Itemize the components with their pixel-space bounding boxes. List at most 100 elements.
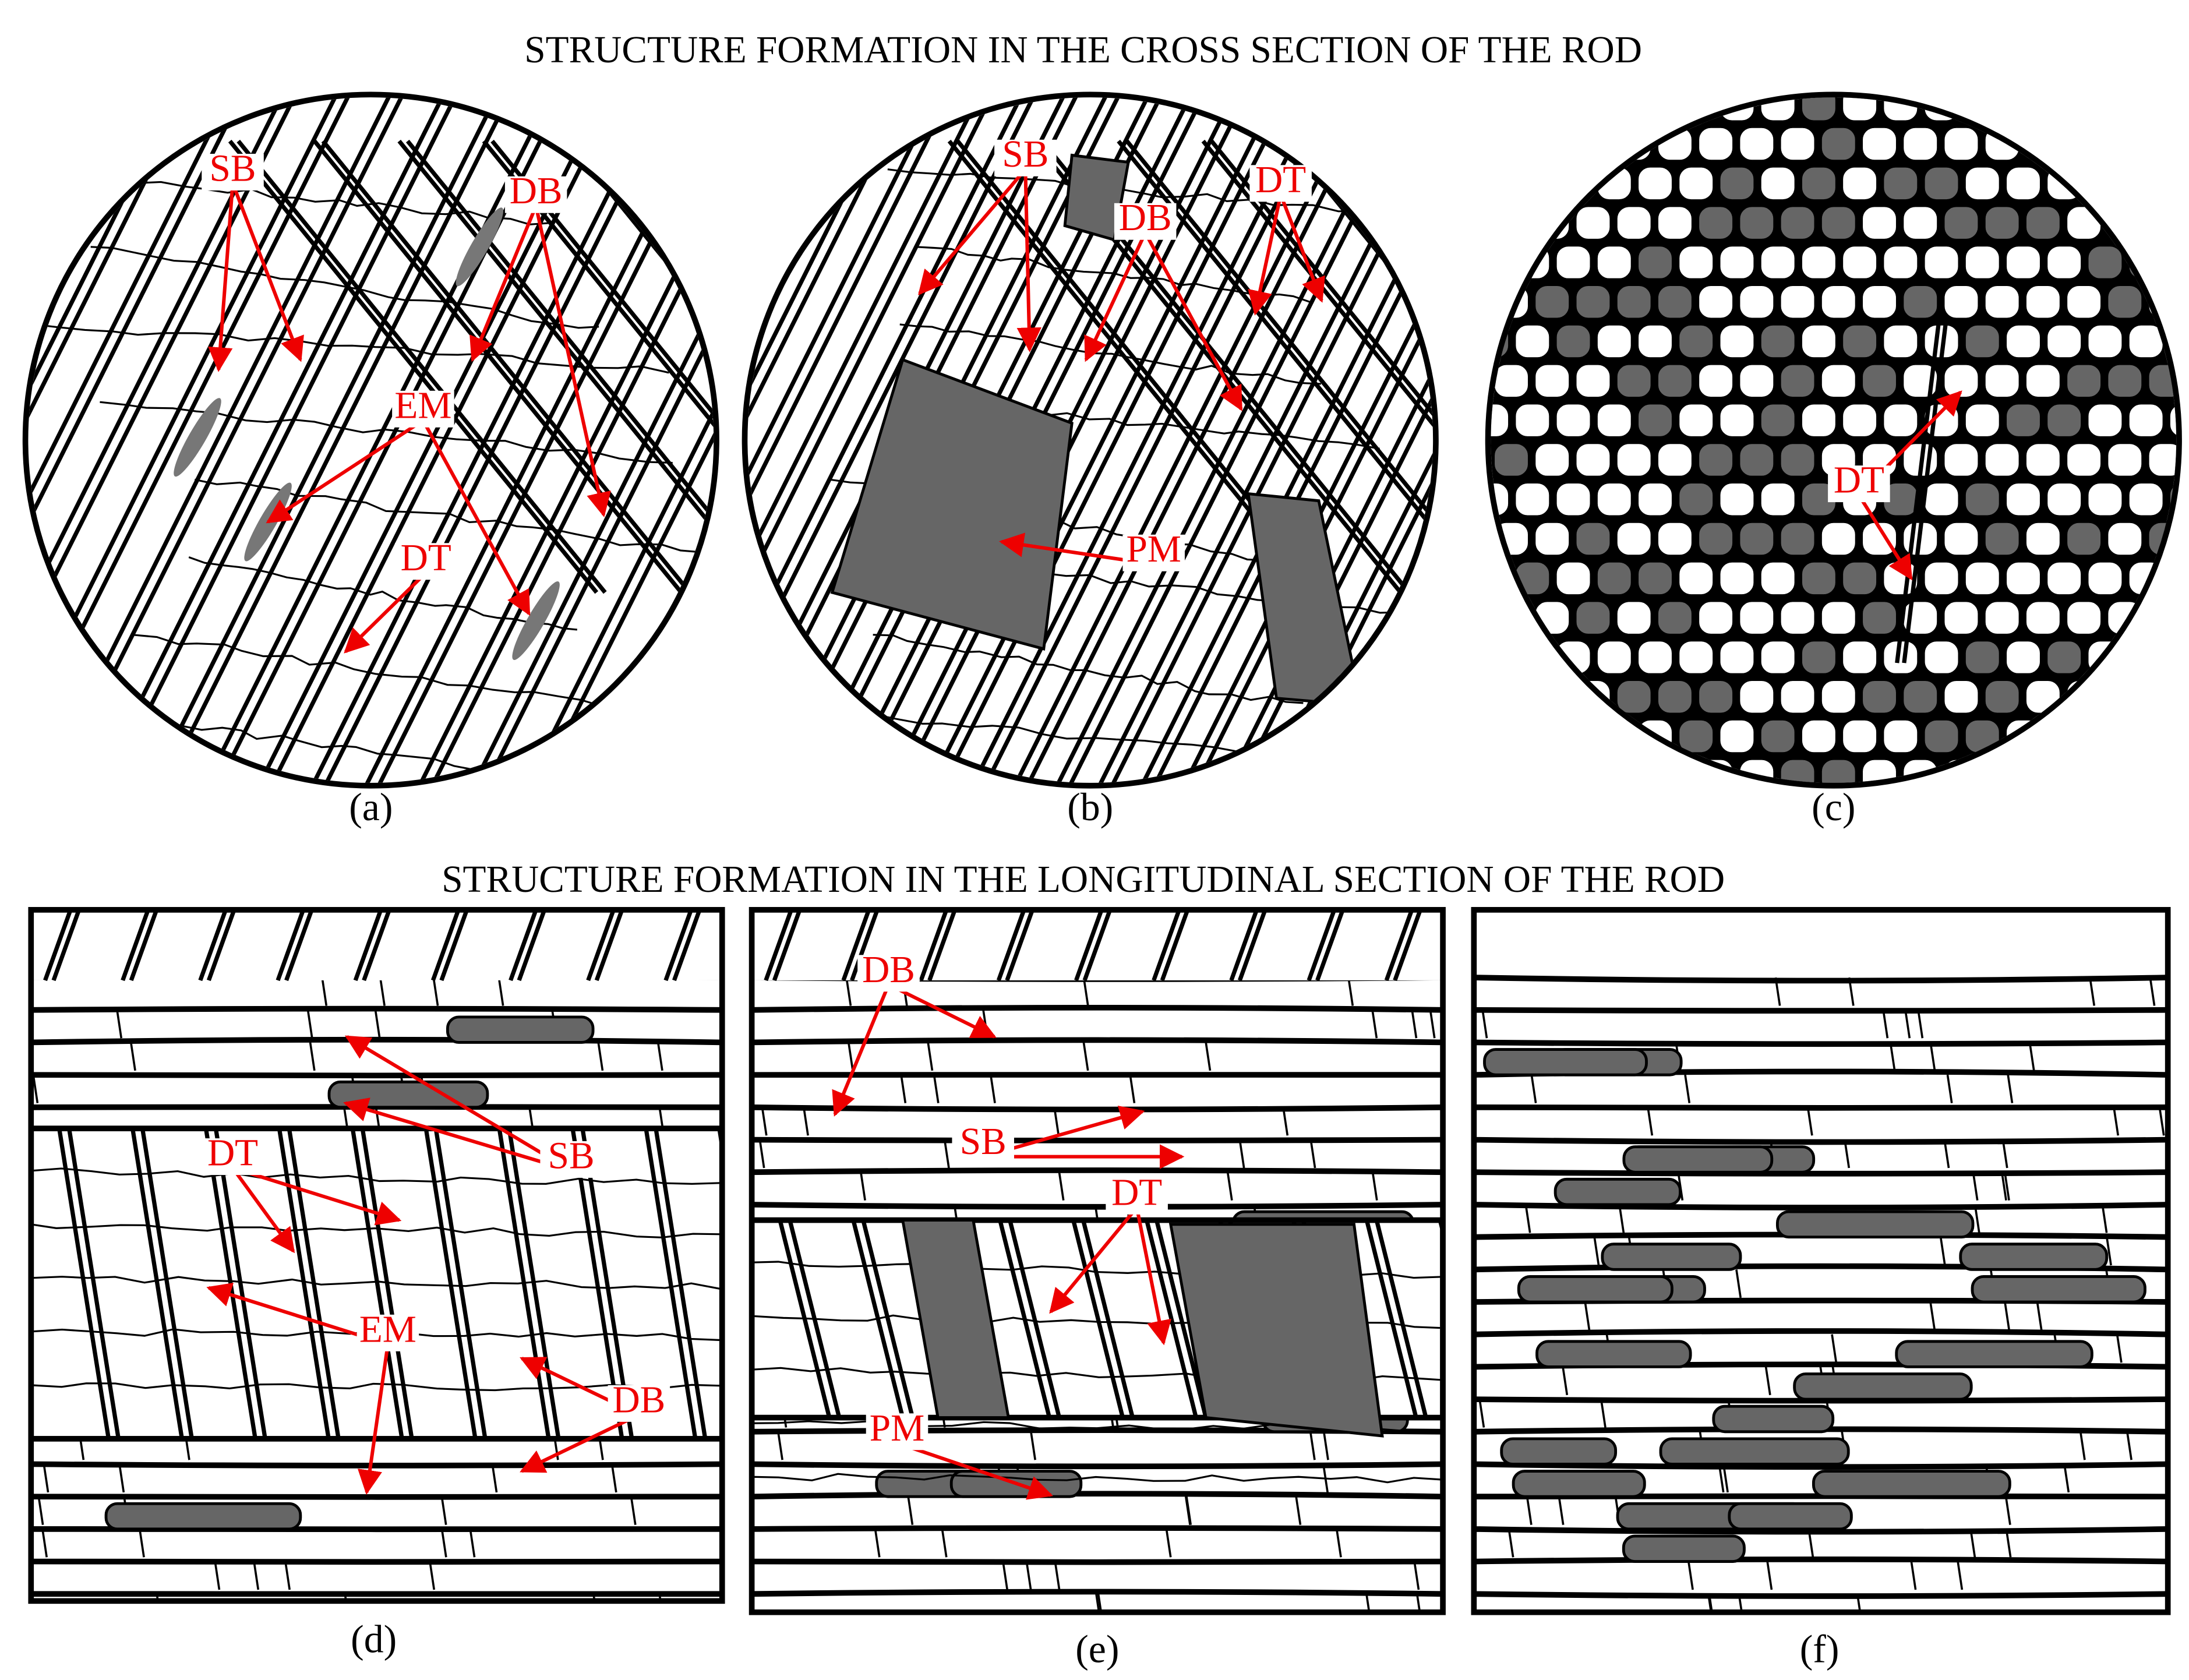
feature-label: DB — [612, 1379, 665, 1421]
twin-line — [586, 909, 616, 982]
grain-boundary — [630, 1496, 637, 1525]
grain-boundary — [1722, 1464, 1729, 1493]
grain-boundary — [1053, 1107, 1060, 1136]
twin-line — [314, 97, 685, 783]
twin-line — [57, 1128, 111, 1439]
pointer-arrow — [421, 419, 531, 616]
grain — [1697, 442, 1735, 478]
grain-boundary — [2005, 1529, 2012, 1558]
grain — [1636, 560, 1674, 597]
grain-boundary — [874, 1529, 881, 1558]
grain — [1718, 560, 1756, 597]
feature-label: EM — [394, 384, 451, 426]
twin-line — [213, 1128, 267, 1439]
label-bg — [356, 1314, 419, 1351]
grain-boundary — [2063, 1464, 2070, 1493]
grain — [1901, 204, 1939, 241]
pointer-arrow — [1084, 232, 1147, 362]
grain — [1656, 362, 1694, 399]
grain — [1860, 521, 1898, 557]
feature-label: DT — [1834, 460, 1884, 502]
grain — [1942, 599, 1980, 636]
grain-boundary — [2001, 1139, 2008, 1169]
grain-boundary — [1718, 1464, 1725, 1493]
grain — [1492, 757, 1530, 783]
grain — [2065, 442, 2103, 478]
grain — [1778, 521, 1817, 557]
grain — [1820, 599, 1858, 636]
grain — [1964, 165, 2001, 202]
grain-boundary — [2158, 1107, 2165, 1136]
grain-boundary — [1647, 1107, 1654, 1136]
grain — [1964, 244, 2001, 281]
twin-line — [1143, 97, 1434, 783]
grain — [1677, 718, 1715, 754]
grain-boundary — [1707, 1593, 1713, 1612]
twin-line — [1895, 317, 1942, 663]
grain-boundary — [2101, 1204, 2108, 1233]
grain — [1574, 204, 1612, 241]
twin-line — [516, 97, 714, 783]
grain — [1778, 679, 1817, 715]
grain — [2086, 165, 2124, 202]
grain — [1800, 639, 1838, 676]
grain — [1759, 323, 1797, 359]
twin-line — [321, 139, 691, 594]
grain-boundary — [321, 977, 328, 1006]
grain — [2004, 402, 2042, 439]
grain — [1483, 1048, 1648, 1077]
twin-line — [482, 139, 714, 594]
grain — [1841, 244, 1879, 281]
grain-boundary — [1939, 1237, 1946, 1266]
twin-line — [1185, 97, 1434, 783]
grain-boundary — [1415, 1593, 1421, 1612]
grain — [1656, 442, 1694, 478]
twin-line — [567, 139, 714, 594]
pointer-arrow — [520, 1413, 640, 1473]
twin-line — [663, 909, 693, 982]
grain-boundary — [440, 1496, 447, 1525]
grain — [1533, 521, 1571, 557]
grain-boundary — [1347, 977, 1354, 1006]
panel-caption: (b) — [1067, 785, 1113, 829]
grain-boundary — [497, 977, 504, 1006]
feature-label: PM — [870, 1407, 924, 1449]
grain — [1860, 362, 1898, 399]
grain-boundary — [1844, 1139, 1851, 1169]
grain-boundary — [1946, 1074, 1953, 1103]
grain — [1778, 204, 1817, 241]
grain — [1636, 639, 1674, 676]
twin-line — [350, 1128, 404, 1439]
grain — [2106, 442, 2144, 478]
grain — [2146, 757, 2177, 783]
grain — [1595, 481, 1633, 518]
twin-line — [889, 97, 1261, 783]
feature-label: SB — [960, 1121, 1007, 1163]
twin-line — [408, 97, 714, 783]
grain — [1513, 718, 1551, 754]
grain — [2127, 481, 2165, 518]
pointer-arrow — [1016, 169, 1041, 352]
twin-line — [28, 97, 203, 783]
label-bg — [866, 1413, 928, 1450]
grain-boundary — [1411, 1010, 1418, 1039]
pointer-arrow — [343, 1097, 572, 1173]
grain — [1574, 757, 1612, 783]
panel-content — [1491, 97, 2177, 783]
grain — [1841, 323, 1879, 359]
grain-boundary — [943, 1139, 950, 1169]
twin-line — [764, 909, 793, 982]
boundary — [34, 323, 669, 374]
grain — [2065, 362, 2103, 399]
grain-boundary — [2113, 1107, 2120, 1136]
twin-line — [397, 139, 714, 594]
grain-boundary — [1365, 1593, 1371, 1612]
grain — [1983, 521, 2021, 557]
grain-boundary — [116, 1010, 123, 1039]
grain-boundary — [2126, 1431, 2132, 1460]
grain-boundary — [1413, 1561, 1420, 1590]
grain — [1595, 639, 1633, 676]
grain — [2024, 442, 2062, 478]
grain — [1513, 639, 1551, 676]
grain-boundary — [1806, 1107, 1813, 1136]
